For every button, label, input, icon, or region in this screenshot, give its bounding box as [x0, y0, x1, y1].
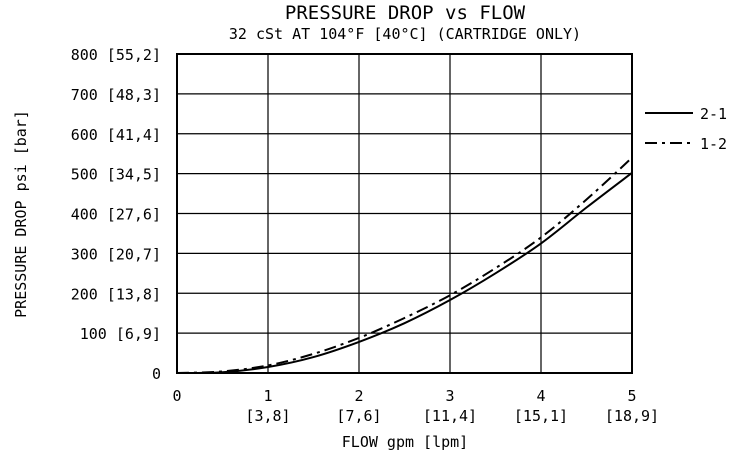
grid-lines: [177, 54, 632, 373]
series-lines: [176, 156, 633, 374]
y-tick-label: 700 [48,3]: [71, 86, 161, 104]
x-axis-tick-labels: 0 1 [3,8] 2 [7,6] 3 [11,4] 4 [15,1] 5 [18,9]: [172, 387, 659, 425]
x-tick-label: 1: [263, 387, 272, 405]
series-line-1-2: [176, 156, 633, 374]
x-tick-sublabel: [18,9]: [605, 407, 659, 425]
x-tick-sublabel: [3,8]: [245, 407, 290, 425]
x-axis-label: FLOW gpm [lpm]: [342, 433, 468, 451]
x-tick-label: 2: [354, 387, 363, 405]
y-axis-label: PRESSURE DROP psi [bar]: [12, 110, 30, 318]
x-tick-label: 0: [172, 387, 181, 405]
x-tick-label: 4: [536, 387, 545, 405]
x-tick-label: 3: [445, 387, 454, 405]
legend: 2-1 1-2: [645, 105, 727, 153]
plot-area-frame: [176, 53, 633, 374]
x-tick-label: 5: [627, 387, 636, 405]
legend-label: 1-2: [700, 135, 727, 153]
y-tick-label: 100 [6,9]: [80, 325, 161, 343]
series-line-2-1: [176, 172, 633, 374]
chart-subtitle: 32 cSt AT 104°F [40°C] (CARTRIDGE ONLY): [229, 25, 581, 43]
y-tick-label: 500 [34,5]: [71, 166, 161, 184]
y-tick-label: 600 [41,4]: [71, 126, 161, 144]
x-tick-sublabel: [11,4]: [423, 407, 477, 425]
legend-label: 2-1: [700, 105, 727, 123]
y-tick-label: 300 [20,7]: [71, 245, 161, 263]
chart-title: PRESSURE DROP vs FLOW: [285, 2, 526, 24]
x-tick-sublabel: [15,1]: [514, 407, 568, 425]
y-tick-label: 200 [13,8]: [71, 285, 161, 303]
y-tick-label: 400 [27,6]: [71, 206, 161, 224]
y-axis-tick-labels: 0 100 [6,9] 200 [13,8] 300 [20,7] 400 [27,6]…: [71, 46, 161, 383]
y-tick-label: 0: [152, 365, 161, 383]
x-tick-sublabel: [7,6]: [336, 407, 381, 425]
y-tick-label: 800 [55,2]: [71, 46, 161, 64]
